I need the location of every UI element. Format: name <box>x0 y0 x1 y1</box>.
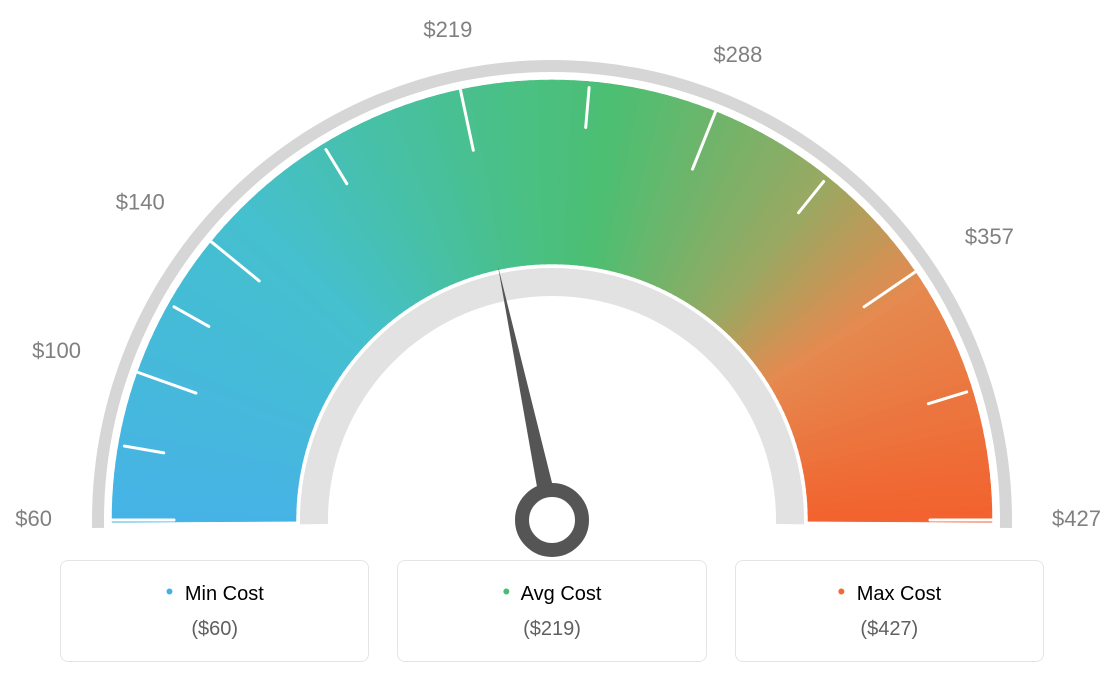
legend-title-avg: • Avg Cost <box>408 579 695 606</box>
gauge-tick-label: $288 <box>713 42 762 67</box>
gauge-tick-label: $219 <box>423 17 472 42</box>
legend-avg-value: ($219) <box>408 618 695 641</box>
gauge-tick-label: $60 <box>15 506 52 531</box>
legend-row: • Min Cost ($60) • Avg Cost ($219) • Max… <box>0 560 1104 692</box>
legend-min-label: Min Cost <box>185 583 264 605</box>
legend-card-min: • Min Cost ($60) <box>60 560 369 662</box>
legend-card-avg: • Avg Cost ($219) <box>397 560 706 662</box>
dot-avg: • <box>503 579 511 604</box>
gauge-tick-label: $357 <box>965 224 1014 249</box>
legend-title-min: • Min Cost <box>71 579 358 606</box>
legend-card-max: • Max Cost ($427) <box>735 560 1044 662</box>
dot-max: • <box>837 579 845 604</box>
legend-title-max: • Max Cost <box>746 579 1033 606</box>
gauge-pivot <box>522 490 582 550</box>
gauge-tick-label: $140 <box>116 190 165 215</box>
legend-avg-label: Avg Cost <box>521 583 602 605</box>
gauge-tick-label: $427 <box>1052 506 1101 531</box>
gauge-chart: $60 $100 $140 $219 $288 $357 $427 <box>0 0 1104 560</box>
legend-max-value: ($427) <box>746 618 1033 641</box>
legend-max-label: Max Cost <box>857 583 941 605</box>
legend-min-value: ($60) <box>71 618 358 641</box>
gauge-svg: $60 $100 $140 $219 $288 $357 $427 <box>0 0 1104 560</box>
dot-min: • <box>166 579 174 604</box>
gauge-tick-label: $100 <box>32 338 81 363</box>
